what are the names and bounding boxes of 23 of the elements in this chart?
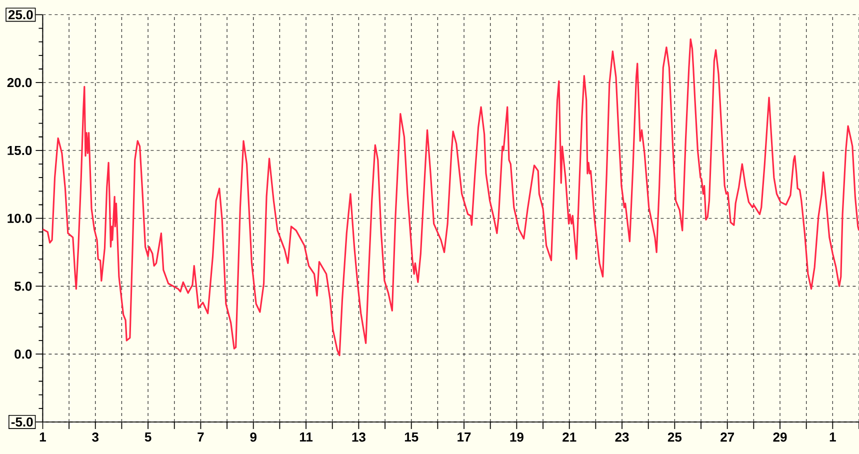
- x-tick-label: 25: [668, 432, 682, 442]
- y-tick-label: 0.0: [14, 349, 32, 359]
- x-tick-label: 27: [720, 432, 734, 442]
- x-tick-label: 7: [198, 432, 204, 442]
- x-tick-label: 11: [300, 432, 313, 442]
- x-tick-label: 13: [352, 432, 366, 442]
- x-tick-label: 29: [773, 432, 787, 442]
- y-tick-label: 20.0: [7, 78, 32, 88]
- x-tick-label: 15: [404, 432, 418, 442]
- x-tick-label: 1: [40, 432, 46, 442]
- y-tick-label: -5.0: [11, 417, 33, 427]
- x-tick-label: 9: [250, 432, 256, 442]
- y-tick-label: 15.0: [8, 146, 32, 156]
- y-tick-label: 25.0: [8, 10, 33, 20]
- x-tick-label: 17: [458, 432, 471, 442]
- x-tick-label: 19: [510, 432, 524, 442]
- x-tick-label: 23: [615, 432, 629, 442]
- y-tick-label: 10.0: [8, 214, 32, 223]
- x-tick-label: 1: [830, 432, 836, 442]
- y-tick-label: 5.0: [14, 282, 32, 291]
- x-tick-label: 3: [92, 432, 99, 442]
- x-tick-label: 21: [562, 432, 576, 442]
- x-tick-label: 5: [144, 432, 152, 442]
